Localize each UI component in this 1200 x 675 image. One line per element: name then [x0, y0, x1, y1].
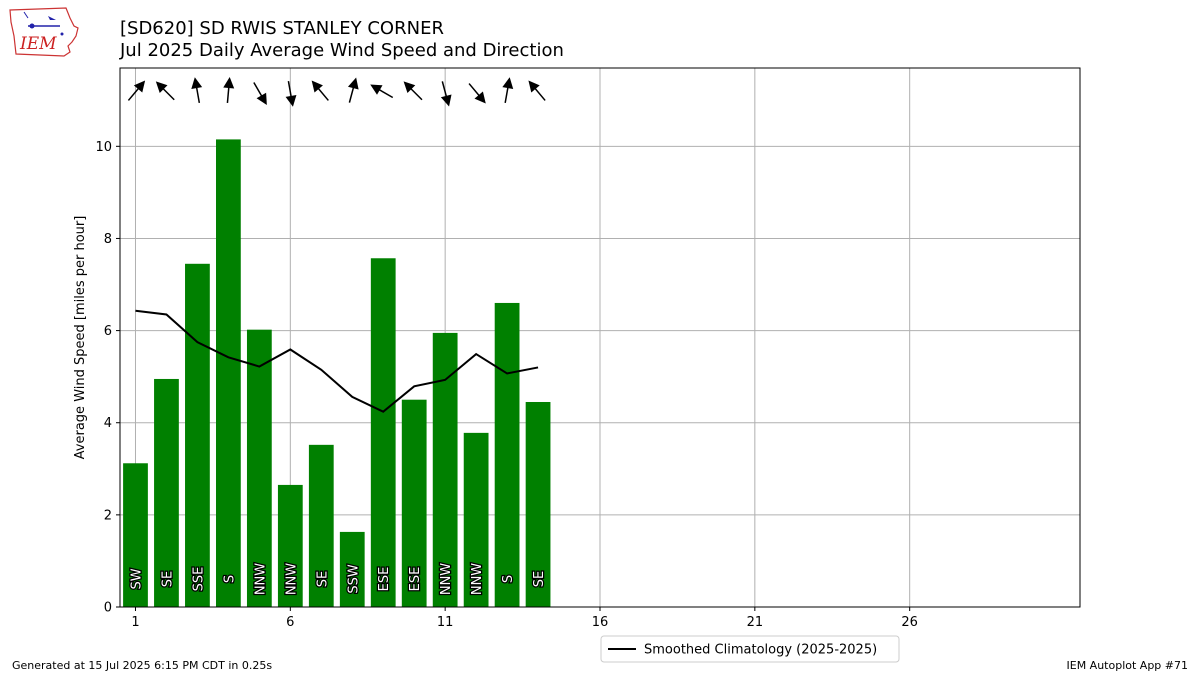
wind-arrow [191, 77, 203, 103]
chart-title: [SD620] SD RWIS STANLEY CORNER [120, 18, 444, 39]
wind-arrow-shaft [504, 85, 509, 103]
x-tick-label: 11 [437, 615, 454, 630]
x-tick-label: 21 [747, 615, 764, 630]
direction-label: SW [129, 568, 144, 589]
bar [339, 531, 365, 607]
bar [277, 484, 303, 607]
wind-arrow-shaft [127, 86, 140, 101]
wind-arrow-head [440, 94, 452, 107]
bar [525, 401, 551, 607]
bar [216, 139, 241, 607]
wind-arrow [528, 80, 546, 101]
wind-arrow-shaft [377, 88, 394, 99]
wind-arrow-shaft [441, 81, 448, 98]
wind-arrow-head [256, 92, 267, 105]
bar [401, 399, 427, 607]
bar [308, 444, 334, 607]
iem-logo: IEM [8, 6, 82, 60]
wind-arrow-head [370, 84, 383, 95]
wind-arrow-head [285, 94, 297, 107]
wind-arrow [155, 81, 175, 101]
direction-label: ESE [408, 567, 423, 592]
direction-label: ESE [377, 567, 392, 592]
wind-arrow [468, 83, 486, 104]
direction-label: SE [160, 571, 175, 587]
bar [463, 432, 489, 607]
y-tick-label: 6 [104, 324, 112, 339]
bar [123, 463, 148, 607]
wind-arrow [285, 81, 297, 107]
logo-text: IEM [20, 34, 57, 54]
wind-arrow-head [502, 77, 514, 90]
y-tick-label: 8 [104, 232, 112, 247]
x-tick-label: 1 [131, 615, 139, 630]
wind-arrow [502, 77, 514, 103]
wind-arrow-head [474, 91, 486, 104]
wind-arrow-shaft [253, 82, 264, 98]
wind-arrow-head [311, 80, 323, 93]
wind-arrow-shaft [287, 81, 293, 99]
bar [246, 329, 272, 607]
legend-box [600, 635, 900, 663]
direction-label: SE [532, 571, 547, 587]
wind-arrow-head [347, 77, 359, 90]
y-tick-label: 4 [104, 416, 112, 431]
wind-arrow-shaft [161, 87, 175, 101]
wind-arrow [440, 81, 452, 107]
wind-arrow [223, 77, 235, 104]
chart-subtitle: Jul 2025 Daily Average Wind Speed and Di… [120, 40, 564, 61]
y-tick-label: 2 [104, 508, 112, 523]
generated-footer: Generated at 15 Jul 2025 6:15 PM CDT in … [12, 659, 273, 672]
wind-arrow-head [191, 77, 203, 90]
bar [432, 332, 458, 607]
direction-label: SSE [191, 567, 206, 592]
wind-arrow-shaft [533, 86, 546, 101]
wind-arrow-shaft [316, 86, 329, 101]
x-tick-label: 16 [592, 615, 609, 630]
wind-arrow-head [133, 80, 146, 93]
wind-arrow [253, 82, 267, 105]
y-axis-label: Average Wind Speed [miles per hour] [73, 216, 88, 460]
wind-arrow [370, 84, 394, 99]
y-tick-label: 10 [95, 140, 112, 155]
wind-arrow-shaft [409, 87, 423, 101]
bar [154, 378, 179, 607]
direction-label: NNW [284, 563, 299, 595]
wind-arrow [127, 80, 146, 101]
y-tick-label: 0 [104, 601, 112, 616]
direction-label: NNW [470, 563, 485, 595]
bar [185, 263, 210, 607]
wind-arrow [347, 77, 359, 103]
x-tick-label: 26 [901, 615, 918, 630]
wind-arrow [403, 81, 423, 101]
direction-label: S [501, 575, 516, 583]
wind-arrow [311, 80, 329, 101]
direction-label: NNW [439, 563, 454, 595]
bar [370, 258, 396, 607]
direction-label: NNW [253, 563, 268, 595]
wind-arrow-head [528, 80, 540, 93]
wind-arrow-shaft [226, 85, 230, 104]
iowa-state-outline-icon [9, 7, 79, 57]
wind-arrow-shaft [195, 85, 201, 103]
direction-label: S [222, 575, 237, 583]
climatology-line [135, 309, 539, 413]
direction-label: SE [315, 571, 330, 587]
direction-label: SSW [346, 564, 361, 594]
wind-arrow-shaft [348, 86, 355, 103]
wind-arrow-head [223, 77, 235, 89]
legend: Smoothed Climatology (2025-2025) [600, 635, 900, 663]
bar [494, 302, 520, 607]
x-tick-label: 6 [286, 615, 294, 630]
wind-arrow-shaft [468, 83, 481, 98]
app-footer: IEM Autoplot App #71 [1066, 659, 1189, 672]
legend-entry: Smoothed Climatology (2025-2025) [644, 643, 877, 658]
